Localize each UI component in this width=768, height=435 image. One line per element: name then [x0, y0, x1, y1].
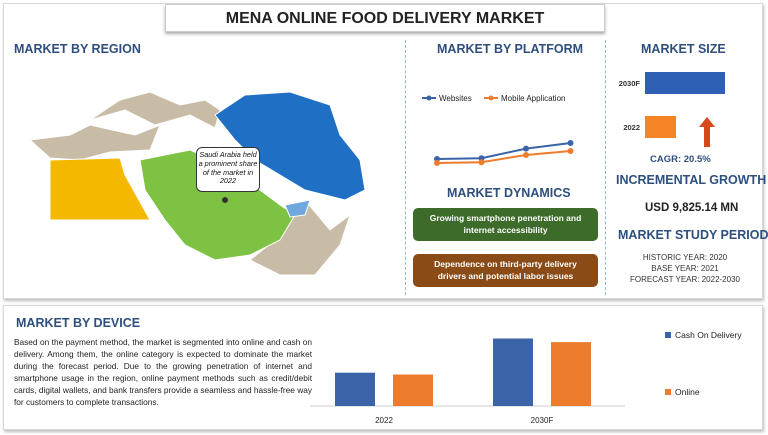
legend-swatch: [665, 332, 671, 338]
dynamics-restraint: Dependence on third-party delivery drive…: [413, 254, 598, 287]
legend-label: Cash On Delivery: [675, 330, 742, 340]
device-bar: [335, 372, 375, 406]
series-line-websites: [436, 142, 571, 160]
dynamics-heading: MARKET DYNAMICS: [447, 186, 571, 200]
region-callout: Saudi Arabia held a prominent share of t…: [196, 147, 260, 192]
location-marker-icon: [222, 197, 228, 203]
x-tick-label: 2022: [375, 416, 393, 425]
bottom-panel: [3, 305, 763, 430]
data-point: [523, 152, 529, 158]
map-egypt: [49, 157, 151, 221]
incremental-heading: INCREMENTAL GROWTH: [616, 173, 767, 187]
data-point: [567, 148, 574, 154]
data-point: [567, 140, 574, 146]
legend-label: Mobile Application: [501, 94, 565, 103]
series-line-mobile-application: [436, 150, 571, 164]
data-point: [523, 145, 529, 152]
base-year: BASE YEAR: 2021: [651, 264, 719, 273]
legend-marker: [426, 95, 432, 101]
device-chart: 2022 2030F Cash On Delivery Online: [310, 330, 742, 425]
study-heading: MARKET STUDY PERIOD: [618, 228, 768, 242]
device-description: Based on the payment method, the market …: [14, 337, 312, 407]
bar-label: 2030F: [619, 79, 641, 88]
legend-label: Websites: [439, 94, 472, 103]
market-size-bar-2022: [645, 116, 676, 138]
bar-label: 2022: [623, 123, 640, 132]
device-bar: [551, 342, 591, 406]
device-bar: [493, 338, 533, 406]
device-heading: MARKET BY DEVICE: [16, 316, 141, 330]
incremental-value: USD 9,825.14 MN: [645, 202, 739, 214]
divider: [605, 40, 606, 295]
legend-marker: [488, 95, 494, 101]
platform-chart: Websites Mobile Application: [422, 94, 574, 166]
market-size-heading: MARKET SIZE: [641, 42, 726, 56]
dynamics-driver: Growing smartphone penetration and inter…: [413, 208, 598, 241]
forecast-year: FORECAST YEAR: 2022-2030: [630, 275, 740, 284]
region-map: [30, 91, 366, 276]
map-others: [30, 91, 351, 276]
region-heading: MARKET BY REGION: [14, 42, 141, 56]
up-arrow-icon: [699, 117, 715, 147]
map-uae: [284, 199, 311, 218]
market-size-chart: 2030F 2022: [619, 72, 725, 147]
device-bar: [393, 374, 433, 406]
x-tick-label: 2030F: [531, 416, 554, 425]
historic-year: HISTORIC YEAR: 2020: [642, 253, 728, 262]
market-size-bar-2030F: [645, 72, 725, 94]
legend-label: Online: [675, 387, 700, 397]
data-point: [478, 159, 485, 166]
data-point: [434, 160, 440, 166]
page-title: MENA ONLINE FOOD DELIVERY MARKET: [165, 4, 605, 32]
platform-heading: MARKET BY PLATFORM: [437, 42, 584, 56]
divider: [405, 40, 406, 295]
cagr: CAGR: 20.5%: [650, 154, 711, 165]
platform-legend: Websites Mobile Application: [422, 94, 565, 103]
legend-swatch: [665, 389, 671, 395]
